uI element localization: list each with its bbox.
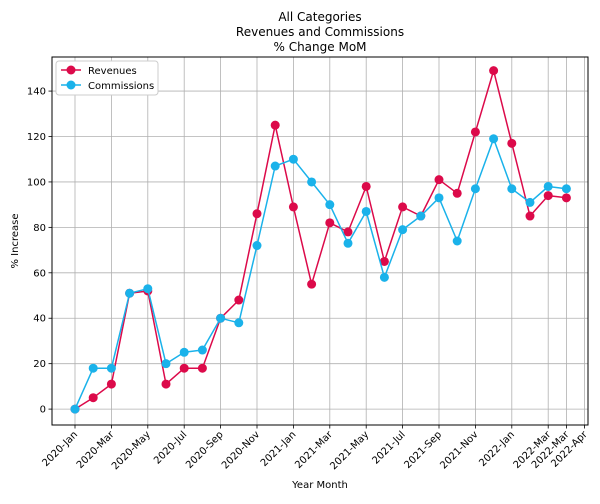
series-group bbox=[70, 66, 571, 414]
plot-area bbox=[52, 57, 588, 425]
x-tick-label: 2021-Nov bbox=[438, 429, 480, 471]
data-point-revenues bbox=[343, 227, 353, 237]
x-tick-label: 2021-Sep bbox=[402, 429, 444, 471]
legend-box bbox=[55, 60, 159, 96]
series-line-revenues bbox=[74, 69, 567, 410]
data-point-revenues bbox=[288, 202, 298, 212]
data-point-revenues bbox=[452, 188, 462, 198]
data-point-commissions bbox=[489, 134, 499, 144]
y-tick-label: 140 bbox=[27, 87, 46, 98]
data-point-revenues bbox=[252, 209, 262, 219]
legend-label-commissions: Commissions bbox=[88, 81, 154, 92]
data-point-revenues bbox=[489, 66, 499, 76]
data-point-revenues bbox=[470, 127, 480, 137]
series-line-commissions bbox=[74, 138, 567, 410]
chart-title-line-3: % Change MoM bbox=[273, 40, 366, 54]
data-point-commissions bbox=[434, 193, 444, 203]
data-point-commissions bbox=[379, 272, 389, 282]
data-point-commissions bbox=[325, 200, 335, 210]
x-tick-label: 2021-Jul bbox=[370, 429, 407, 466]
data-point-revenues bbox=[307, 279, 317, 289]
data-point-commissions bbox=[525, 197, 535, 207]
y-tick-label: 40 bbox=[33, 314, 46, 325]
chart-title-line-2: Revenues and Commissions bbox=[236, 25, 404, 39]
data-point-revenues bbox=[561, 193, 571, 203]
data-point-commissions bbox=[416, 211, 426, 221]
legend-marker-revenues bbox=[66, 65, 76, 75]
data-point-revenues bbox=[179, 363, 189, 373]
data-point-commissions bbox=[307, 177, 317, 187]
y-axis-label: % Increase bbox=[10, 214, 21, 269]
x-tick-label: 2020-May bbox=[110, 429, 153, 472]
data-point-revenues bbox=[361, 181, 371, 191]
data-point-revenues bbox=[434, 175, 444, 185]
data-point-revenues bbox=[234, 295, 244, 305]
data-point-commissions bbox=[398, 225, 408, 235]
data-point-commissions bbox=[125, 288, 135, 298]
plot-frame bbox=[51, 56, 589, 426]
data-point-revenues bbox=[270, 120, 280, 130]
data-point-revenues bbox=[106, 379, 116, 389]
data-point-commissions bbox=[452, 236, 462, 246]
data-point-commissions bbox=[106, 363, 116, 373]
data-point-revenues bbox=[325, 218, 335, 228]
x-tick-label: 2021-May bbox=[328, 429, 371, 472]
data-point-commissions bbox=[543, 181, 553, 191]
data-point-revenues bbox=[543, 191, 553, 201]
y-tick-label: 20 bbox=[33, 359, 46, 370]
legend-label-revenues: Revenues bbox=[88, 66, 137, 77]
data-point-revenues bbox=[88, 393, 98, 403]
data-point-revenues bbox=[197, 363, 207, 373]
legend: Revenues Commissions bbox=[55, 60, 159, 96]
data-point-commissions bbox=[161, 359, 171, 369]
data-point-commissions bbox=[179, 347, 189, 357]
grid bbox=[52, 57, 588, 425]
data-point-revenues bbox=[161, 379, 171, 389]
data-point-commissions bbox=[288, 154, 298, 164]
y-tick-label: 0 bbox=[40, 405, 46, 416]
x-axis-label: Year Month bbox=[291, 480, 348, 491]
chart-title-line-1: All Categories bbox=[278, 10, 361, 24]
y-tick-label: 100 bbox=[27, 177, 46, 188]
x-tick-label: 2020-Sep bbox=[184, 429, 226, 471]
data-point-commissions bbox=[70, 404, 80, 414]
data-point-commissions bbox=[507, 184, 517, 194]
data-point-commissions bbox=[252, 241, 262, 251]
data-point-commissions bbox=[270, 161, 280, 171]
data-point-commissions bbox=[470, 184, 480, 194]
data-point-revenues bbox=[379, 256, 389, 266]
data-point-commissions bbox=[234, 318, 244, 328]
data-point-commissions bbox=[343, 238, 353, 248]
data-point-commissions bbox=[143, 284, 153, 294]
data-point-commissions bbox=[216, 313, 226, 323]
data-point-commissions bbox=[361, 206, 371, 216]
x-tick-label: 2020-Nov bbox=[220, 429, 262, 471]
data-point-revenues bbox=[398, 202, 408, 212]
y-tick-label: 60 bbox=[33, 268, 46, 279]
x-tick-label: 2020-Jul bbox=[152, 429, 189, 466]
data-point-commissions bbox=[561, 184, 571, 194]
data-point-commissions bbox=[88, 363, 98, 373]
data-point-revenues bbox=[507, 138, 517, 148]
y-tick-label: 80 bbox=[33, 223, 46, 234]
data-point-revenues bbox=[525, 211, 535, 221]
data-point-commissions bbox=[197, 345, 207, 355]
y-axis-ticks: 0 20 40 60 80 100 120 140 bbox=[27, 87, 52, 416]
y-tick-label: 120 bbox=[27, 132, 46, 143]
legend-marker-commissions bbox=[66, 80, 76, 90]
